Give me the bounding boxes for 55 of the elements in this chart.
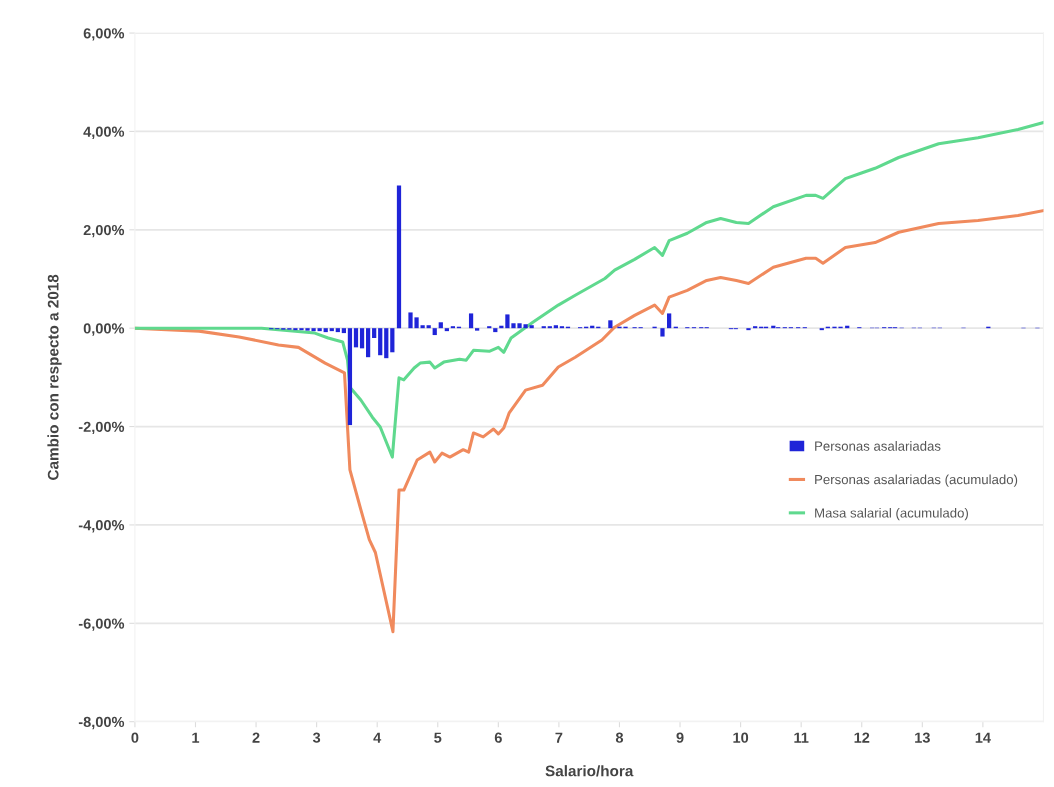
bar bbox=[347, 328, 353, 426]
bar bbox=[384, 328, 389, 359]
bar bbox=[378, 328, 383, 356]
y-tick-label: 6,00% bbox=[83, 28, 125, 41]
bar bbox=[608, 320, 613, 329]
x-tick-label: 13 bbox=[915, 732, 930, 743]
legend-label: Masa salarial (acumulado) bbox=[815, 507, 968, 521]
bar bbox=[329, 328, 334, 332]
bar bbox=[359, 328, 365, 349]
y-tick-label: -4,00% bbox=[78, 520, 125, 533]
bar bbox=[372, 328, 377, 339]
x-tick-label: 8 bbox=[615, 732, 624, 743]
bar bbox=[426, 325, 431, 329]
x-tick-label: 14 bbox=[975, 732, 991, 743]
x-tick-label: 6 bbox=[494, 732, 502, 743]
y-tick-label: 0,00% bbox=[83, 323, 125, 336]
bar bbox=[553, 325, 558, 329]
bar bbox=[438, 322, 443, 329]
y-tick-label: -6,00% bbox=[78, 618, 125, 631]
bar bbox=[475, 328, 480, 331]
bar bbox=[432, 328, 437, 336]
bar bbox=[396, 185, 402, 329]
bar bbox=[317, 328, 322, 332]
x-tick-label: 0 bbox=[131, 732, 139, 743]
bar bbox=[353, 328, 359, 348]
x-tick-label: 9 bbox=[676, 732, 684, 743]
legend-label: Personas asalariadas (acumulado) bbox=[815, 474, 1018, 487]
y-axis-title: Cambio con respecto a 2018 bbox=[47, 274, 62, 480]
x-tick-label: 5 bbox=[434, 732, 442, 743]
bar bbox=[444, 328, 449, 332]
x-tick-label: 4 bbox=[373, 732, 382, 743]
bar bbox=[667, 313, 672, 329]
bar bbox=[493, 328, 498, 333]
y-tick-label: 4,00% bbox=[83, 126, 125, 139]
legend-label: Personas asalariadas bbox=[815, 441, 941, 451]
y-tick-label: -2,00% bbox=[78, 421, 125, 435]
x-tick-label: 10 bbox=[733, 732, 749, 743]
x-tick-label: 3 bbox=[312, 732, 321, 743]
x-tick-label: 12 bbox=[854, 732, 870, 743]
bar bbox=[468, 313, 474, 329]
x-axis-title: Salario/hora bbox=[545, 765, 634, 777]
bar bbox=[529, 325, 534, 329]
bar bbox=[341, 328, 346, 334]
x-tick-label: 11 bbox=[794, 732, 809, 743]
bar bbox=[323, 328, 328, 333]
bar bbox=[335, 328, 340, 333]
y-tick-label: 2,00% bbox=[83, 224, 125, 238]
x-tick-label: 1 bbox=[192, 732, 200, 743]
line-series bbox=[134, 121, 1044, 459]
x-tick-label: 2 bbox=[252, 732, 260, 743]
bar bbox=[365, 328, 371, 358]
bar bbox=[390, 328, 395, 353]
bar bbox=[660, 328, 665, 337]
x-tick-label: 7 bbox=[555, 732, 563, 743]
y-tick-label: -8,00% bbox=[78, 716, 125, 730]
